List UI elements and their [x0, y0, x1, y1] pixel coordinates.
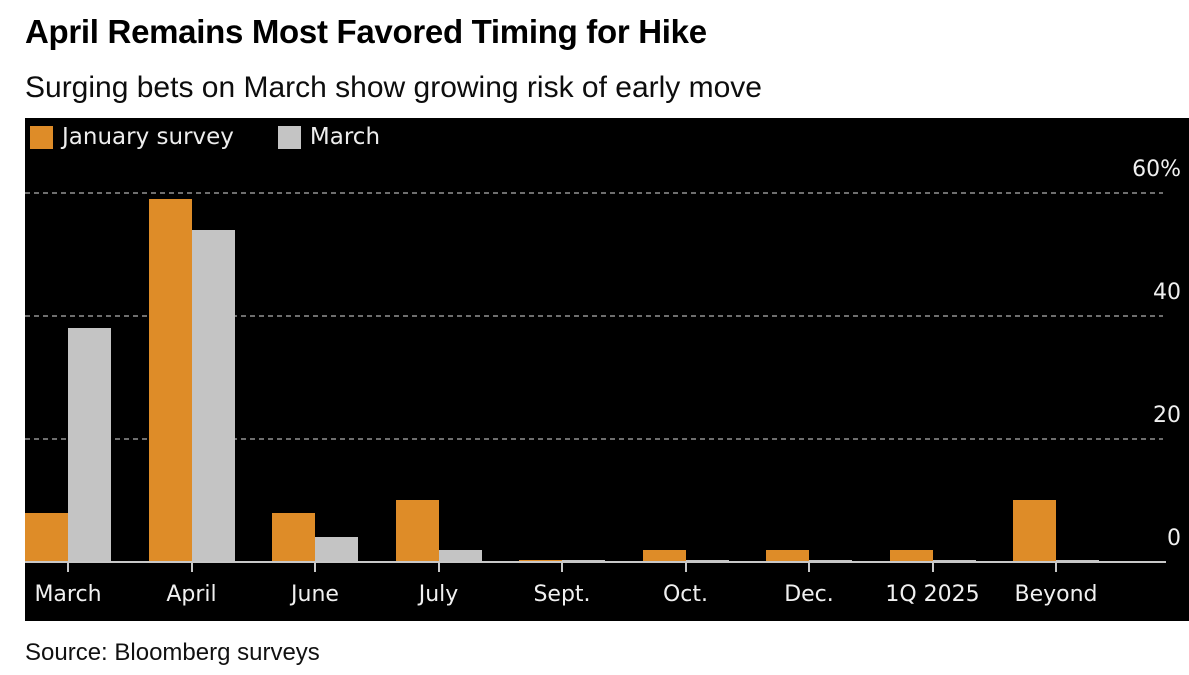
x-axis-label-april: April [166, 582, 217, 607]
x-tick-sept [561, 563, 563, 572]
x-axis-line [25, 561, 1166, 563]
x-tick-oct [684, 563, 687, 572]
bar-january-survey-beyond [1013, 500, 1056, 562]
plot-area: March April June July Sept. Oct. Dec. 1Q 2025 Be… [25, 118, 1189, 621]
x-axis-label-june: June [291, 582, 339, 607]
bar-march-march [68, 328, 111, 562]
x-axis-label-sept: Sept. [533, 582, 591, 607]
chart-title: April Remains Most Favored Timing for Hi… [25, 13, 707, 50]
bar-march-june [315, 537, 358, 562]
x-axis-label-july: July [418, 582, 459, 607]
legend-label-march: March [309, 124, 381, 150]
bar-january-survey-oct [642, 550, 686, 562]
x-tick-april [190, 563, 193, 572]
chart-area: January survey March March April June July S… [25, 118, 1189, 621]
chart-subtitle: Surging bets on March show growing risk … [25, 71, 762, 104]
chart-legend: January survey March [30, 124, 380, 150]
bar-march-july [438, 550, 482, 562]
x-axis-label-march: March [34, 582, 102, 607]
x-tick-march [67, 563, 69, 572]
legend-item-january-survey: January survey [30, 124, 234, 150]
bar-january-survey-june [272, 513, 315, 562]
x-tick-dec [808, 563, 810, 572]
x-tick-1q-2025 [931, 563, 934, 572]
bar-january-survey-july [395, 500, 439, 562]
y-axis-label-20: 20 [1153, 403, 1181, 428]
gridline-20 [25, 438, 1163, 440]
x-axis-label-oct: Oct. [662, 582, 709, 607]
source-note: Source: Bloomberg surveys [25, 639, 320, 666]
y-axis-label-60: 60% [1132, 157, 1181, 182]
x-tick-june [314, 563, 316, 572]
legend-swatch-january-icon [30, 125, 53, 149]
x-axis-label-1q-2025: 1Q 2025 [885, 582, 980, 607]
x-axis-label-beyond: Beyond [1014, 582, 1098, 607]
legend-swatch-march-icon [277, 125, 301, 149]
gridline-40 [25, 315, 1163, 317]
bar-january-survey-march [25, 513, 68, 562]
y-axis-label-0: 0 [1167, 526, 1181, 551]
legend-item-march: March [277, 124, 381, 150]
y-axis-label-40: 40 [1153, 280, 1181, 305]
bar-january-survey-april [148, 199, 192, 562]
x-tick-july [437, 563, 440, 572]
bar-january-survey-1q-2025 [889, 550, 933, 562]
bar-march-april [191, 230, 235, 562]
bar-january-survey-dec [766, 550, 809, 562]
gridline-60 [25, 192, 1163, 194]
x-axis-label-dec: Dec. [784, 582, 834, 607]
legend-label-january-survey: January survey [62, 124, 234, 150]
x-tick-beyond [1055, 563, 1057, 572]
